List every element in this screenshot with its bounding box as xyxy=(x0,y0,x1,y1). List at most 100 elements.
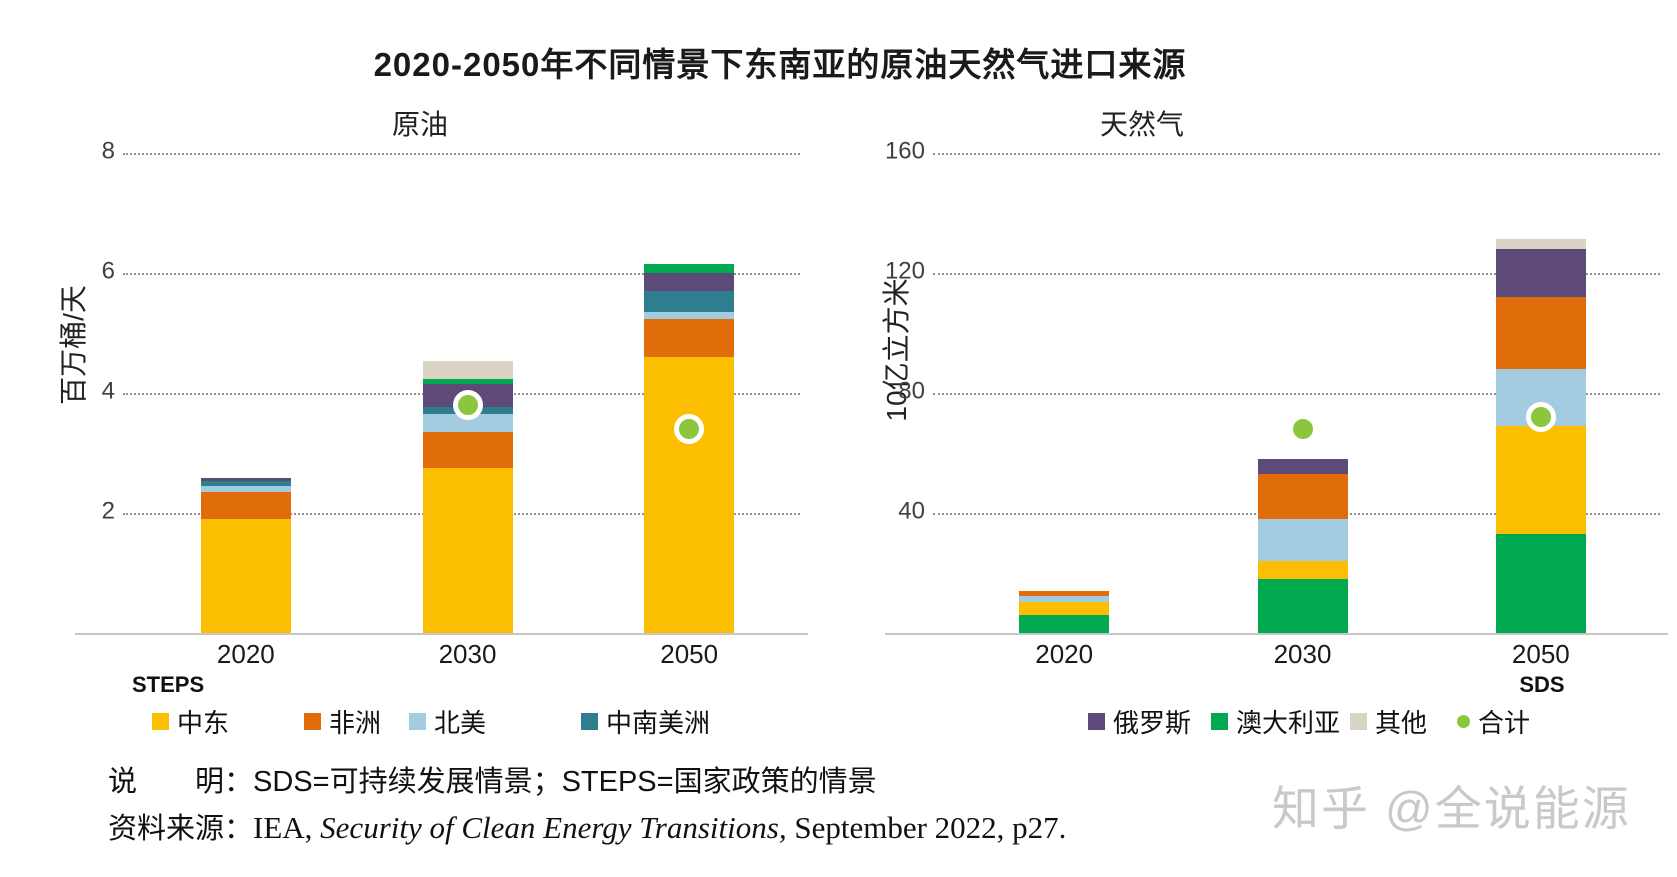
grid-line xyxy=(933,153,1660,155)
y-tick-label: 160 xyxy=(884,137,925,165)
legend-left: 中东 非洲 北美 中南美洲 xyxy=(152,703,710,740)
legend-label: 北美 xyxy=(434,708,487,738)
bar-segment xyxy=(422,414,513,432)
watermark: 知乎 @全说能源 xyxy=(1272,782,1631,835)
legend-label: 俄罗斯 xyxy=(1113,708,1192,738)
bar-segment xyxy=(644,312,735,320)
plot-area: 2 4 6 8 2020 2030 2050 xyxy=(75,138,808,669)
x-tick-label: 2030 xyxy=(1273,639,1332,669)
legend-dot-marker xyxy=(1457,715,1471,728)
grid-line xyxy=(933,393,1660,395)
grid-line xyxy=(933,273,1660,275)
bar-segment xyxy=(1257,561,1348,579)
x-tick-label: 2030 xyxy=(438,639,497,669)
note-source: 资料来源：IEA, Security of Clean Energy Trans… xyxy=(108,810,1066,847)
legend-item: 俄罗斯 xyxy=(1088,703,1191,740)
y-tick-label: 80 xyxy=(898,377,925,405)
legend-swatch xyxy=(152,713,169,730)
natural-gas-chart: 天然气 10亿立方米 40 80 120 160 2020 2030 2050 SDS xyxy=(840,100,1668,700)
legend-label: 其他 xyxy=(1375,708,1428,738)
legend-item: 澳大利亚 xyxy=(1211,703,1340,740)
bar-segment xyxy=(1257,459,1348,474)
x-tick-label: 2020 xyxy=(1035,639,1094,669)
crude-oil-chart: 原油 百万桶/天 2 4 6 8 2020 2030 2050 STEPS xyxy=(30,100,810,700)
grid-line xyxy=(123,153,800,155)
bar xyxy=(200,478,291,633)
bar-segment xyxy=(200,492,291,519)
bar-segment xyxy=(1495,297,1586,369)
bar-segment xyxy=(422,379,513,385)
legend-swatch xyxy=(409,713,427,730)
legend-swatch xyxy=(1350,713,1368,730)
bar-segment xyxy=(1019,591,1110,596)
note-explanation-text: 说 明：SDS=可持续发展情景；STEPS=国家政策的情景 xyxy=(108,766,877,798)
source-date-page: September 2022, p27. xyxy=(786,810,1067,845)
footnotes: 说 明：SDS=可持续发展情景；STEPS=国家政策的情景 资料来源：IEA, … xyxy=(108,764,1066,857)
legend-item: 中东 xyxy=(152,703,229,740)
bar-segment xyxy=(200,481,291,486)
bar xyxy=(1019,591,1110,633)
bar xyxy=(1257,459,1348,633)
legend-label: 澳大利亚 xyxy=(1236,708,1341,738)
legend-label: 合计 xyxy=(1478,708,1531,738)
legend-item: 北美 xyxy=(409,703,486,740)
y-tick-label: 4 xyxy=(101,377,115,405)
scenario-label-sds: SDS xyxy=(1519,672,1565,697)
bar-segment xyxy=(1495,238,1586,249)
legend-item: 中南美洲 xyxy=(581,703,710,740)
source-report-title: Security of Clean Energy Transitions, xyxy=(320,810,787,845)
total-dot xyxy=(1525,402,1556,432)
bar-segment xyxy=(200,478,291,482)
legend-right: 俄罗斯 澳大利亚 其他 合计 xyxy=(1088,703,1530,740)
legend-swatch xyxy=(581,713,599,730)
legend-label: 非洲 xyxy=(329,708,382,738)
legend-item: 合计 xyxy=(1457,703,1530,740)
bar-segment xyxy=(1495,534,1586,633)
plot-area: 40 80 120 160 2020 2030 2050 xyxy=(885,138,1668,669)
legend-item: 其他 xyxy=(1350,703,1427,740)
bar-segment xyxy=(644,291,735,313)
note-explanation: 说 明：SDS=可持续发展情景；STEPS=国家政策的情景 xyxy=(108,764,1066,800)
x-tick-label: 2050 xyxy=(660,639,719,669)
bar-segment xyxy=(200,519,291,633)
bar xyxy=(644,264,735,633)
bar-segment xyxy=(422,432,513,468)
legend-item: 非洲 xyxy=(304,703,381,740)
scenario-label-steps: STEPS xyxy=(132,672,205,697)
source-org: IEA, xyxy=(253,810,321,845)
legend-label: 中东 xyxy=(177,708,230,738)
bar-segment xyxy=(422,361,513,380)
bar-segment xyxy=(1019,601,1110,615)
x-tick-label: 2020 xyxy=(216,639,275,669)
bar-segment xyxy=(1495,426,1586,534)
y-tick-label: 40 xyxy=(898,497,925,525)
legend-swatch xyxy=(304,713,322,730)
chart-subtitle: 天然气 xyxy=(1099,109,1185,140)
bar-segment xyxy=(1257,579,1348,633)
bar-segment xyxy=(644,273,735,292)
bar-segment xyxy=(1495,249,1586,297)
x-tick-label: 2050 xyxy=(1511,639,1570,669)
grid-line xyxy=(123,273,800,275)
total-dot xyxy=(1287,414,1318,444)
bar-segment xyxy=(644,319,735,357)
bar-segment xyxy=(422,468,513,633)
bar-segment xyxy=(1257,519,1348,561)
legend-swatch xyxy=(1211,713,1229,730)
source-label: 资料来源： xyxy=(108,813,254,845)
bar-segment xyxy=(644,264,735,274)
total-dot xyxy=(674,414,705,444)
bar-segment xyxy=(1257,474,1348,519)
y-tick-label: 120 xyxy=(884,257,925,285)
chart-subtitle: 原油 xyxy=(391,109,449,140)
page-title: 2020-2050年不同情景下东南亚的原油天然气进口来源 xyxy=(373,46,1187,84)
legend-label: 中南美洲 xyxy=(606,708,711,738)
bar xyxy=(1495,238,1586,633)
bar-segment xyxy=(1019,595,1110,602)
total-dot xyxy=(452,390,483,420)
legend-swatch xyxy=(1088,713,1105,730)
bar-segment xyxy=(644,357,735,633)
y-tick-label: 6 xyxy=(101,257,115,285)
y-tick-label: 2 xyxy=(101,497,115,525)
